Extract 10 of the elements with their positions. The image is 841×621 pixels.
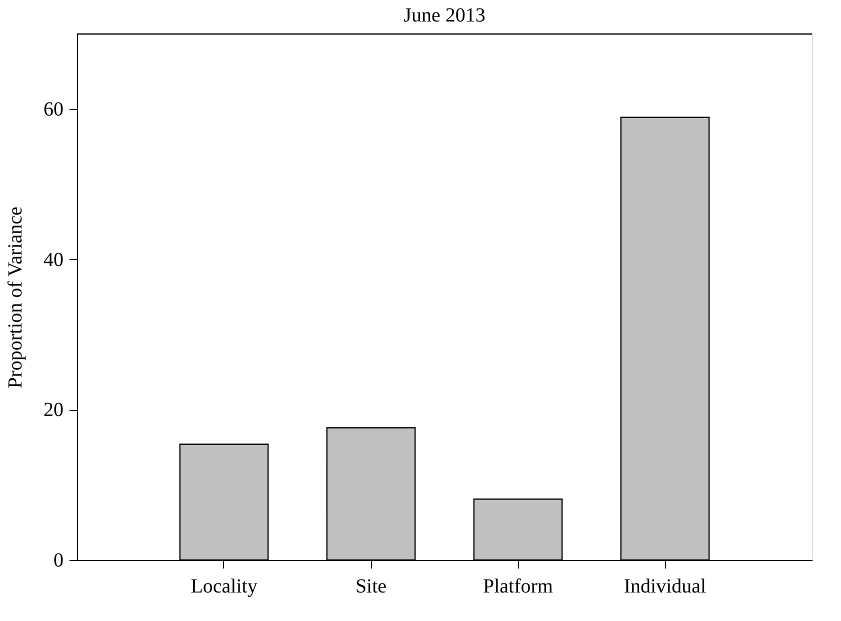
x-tick-label: Individual (624, 576, 707, 598)
x-tick-label: Platform (483, 576, 554, 598)
y-tick-label: 20 (44, 399, 64, 422)
y-tick-label: 0 (54, 550, 64, 572)
y-tick-label: 40 (44, 248, 64, 271)
y-tick-label: 60 (44, 98, 64, 121)
chart-title: June 2013 (404, 4, 486, 26)
x-tick-label: Locality (190, 576, 258, 598)
y-axis-title: Proportion of Variance (4, 206, 26, 388)
x-tick-label: Site (355, 576, 387, 598)
